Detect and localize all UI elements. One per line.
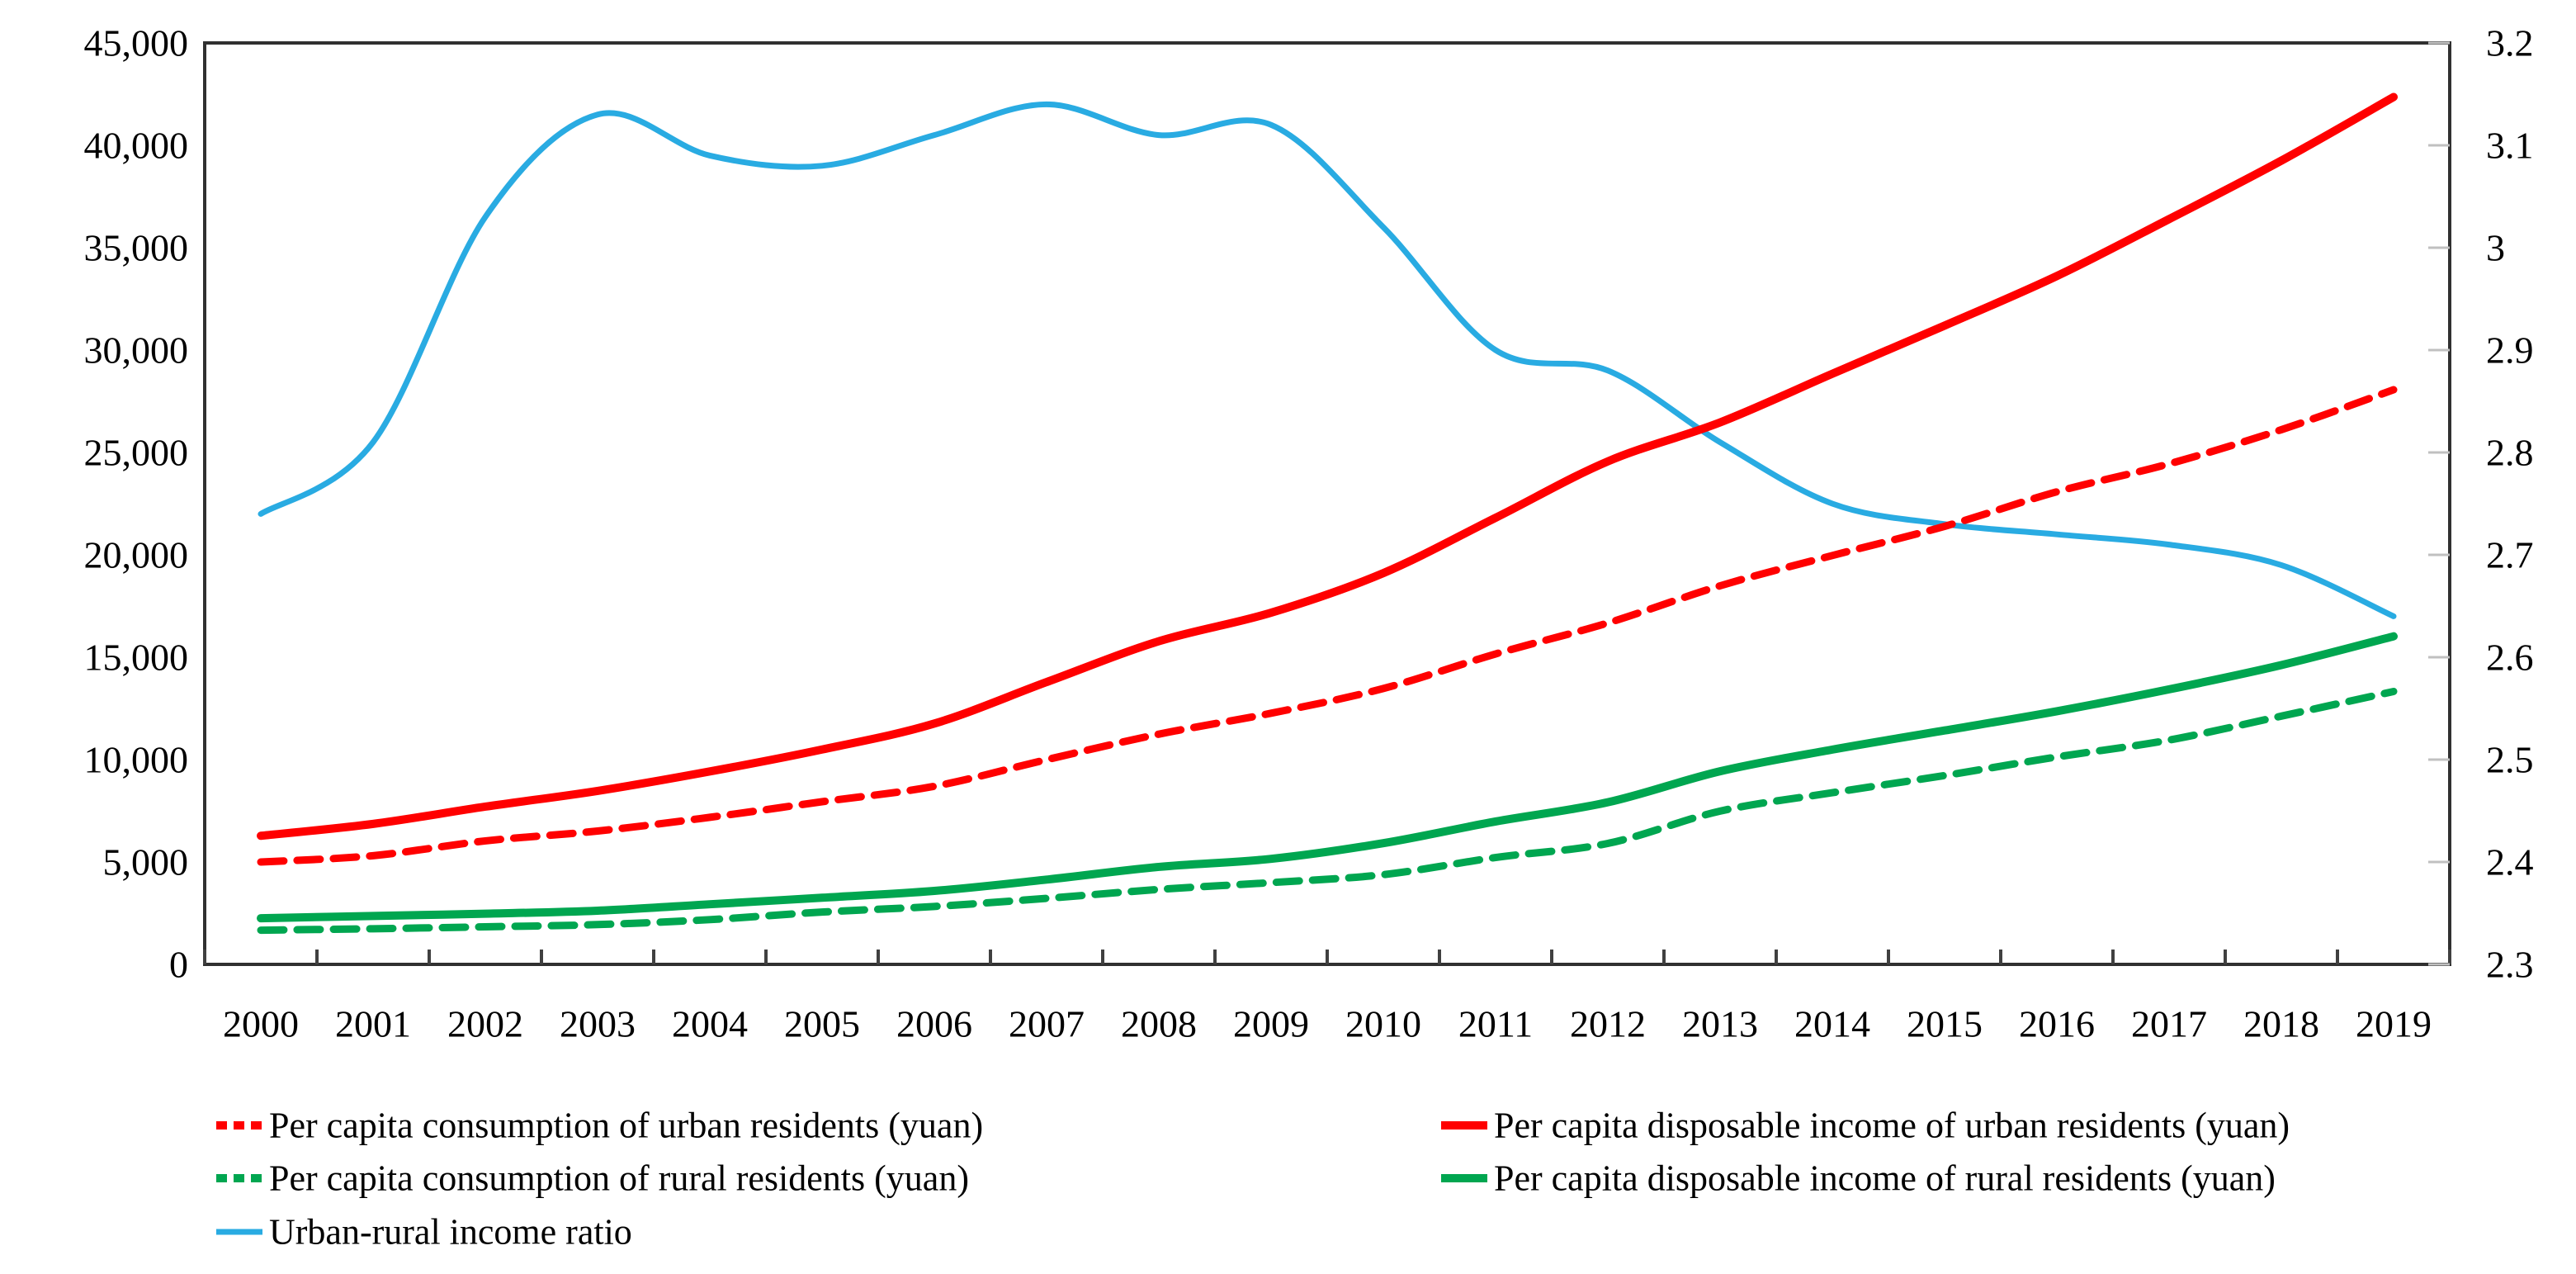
x-axis-year-label: 2012 bbox=[1570, 1003, 1646, 1045]
x-axis-year-label: 2006 bbox=[896, 1003, 972, 1045]
series-line-rural-income bbox=[257, 632, 2398, 923]
right-axis-tick-label: 2.6 bbox=[2486, 637, 2534, 679]
right-axis-tick-label: 3 bbox=[2486, 227, 2505, 269]
x-axis-year-label: 2016 bbox=[2019, 1003, 2095, 1045]
x-axis-year-label: 2001 bbox=[335, 1003, 411, 1045]
left-axis-tick-label: 10,000 bbox=[84, 739, 189, 781]
x-axis-year-label: 2017 bbox=[2131, 1003, 2207, 1045]
legend-label-urban-income: Per capita disposable income of urban re… bbox=[1494, 1106, 2290, 1146]
x-axis-year-label: 2002 bbox=[447, 1003, 523, 1045]
x-axis-year-label: 2007 bbox=[1009, 1003, 1085, 1045]
x-axis-year-label: 2010 bbox=[1345, 1003, 1421, 1045]
x-axis-year-label: 2019 bbox=[2356, 1003, 2432, 1045]
right-axis-tick-label: 2.8 bbox=[2486, 432, 2534, 474]
left-axis-tick-label: 30,000 bbox=[84, 329, 189, 372]
legend-label-rural-consumption: Per capita consumption of rural resident… bbox=[269, 1158, 969, 1199]
right-axis-tick-label: 3.2 bbox=[2486, 22, 2534, 64]
x-axis-year-label: 2014 bbox=[1794, 1003, 1870, 1045]
x-axis-year-label: 2015 bbox=[1907, 1003, 1983, 1045]
left-axis-tick-label: 35,000 bbox=[84, 227, 189, 269]
left-axis-tick-label: 5,000 bbox=[103, 841, 189, 883]
right-axis-tick-label: 2.3 bbox=[2486, 944, 2534, 986]
right-axis-tick-label: 2.7 bbox=[2486, 534, 2534, 576]
series-line-urban-consumption bbox=[257, 386, 2398, 866]
legend-label-rural-income: Per capita disposable income of rural re… bbox=[1494, 1158, 2276, 1199]
right-axis-tick-label: 2.4 bbox=[2486, 841, 2534, 883]
x-axis-year-label: 2004 bbox=[672, 1003, 748, 1045]
x-axis-year-label: 2013 bbox=[1682, 1003, 1758, 1045]
left-axis-tick-label: 40,000 bbox=[84, 125, 189, 167]
right-axis-tick-label: 3.1 bbox=[2486, 125, 2534, 167]
x-axis-year-label: 2011 bbox=[1458, 1003, 1533, 1045]
series-line-rural-consumption bbox=[257, 687, 2398, 935]
left-axis-tick-label: 15,000 bbox=[84, 637, 189, 679]
x-axis-year-label: 2003 bbox=[560, 1003, 636, 1045]
x-axis-year-label: 2009 bbox=[1233, 1003, 1309, 1045]
x-axis-year-label: 2008 bbox=[1121, 1003, 1197, 1045]
x-axis-year-label: 2000 bbox=[223, 1003, 299, 1045]
series-line-urban-income bbox=[257, 92, 2398, 841]
left-axis-tick-label: 45,000 bbox=[84, 22, 189, 64]
left-axis-tick-label: 20,000 bbox=[84, 534, 189, 576]
x-axis-year-label: 2018 bbox=[2243, 1003, 2319, 1045]
left-axis-tick-label: 0 bbox=[169, 944, 188, 986]
plot-border bbox=[203, 41, 2451, 966]
right-axis-tick-label: 2.5 bbox=[2486, 739, 2534, 781]
left-axis-tick-label: 25,000 bbox=[84, 432, 189, 474]
x-axis-year-label: 2005 bbox=[784, 1003, 860, 1045]
legend-label-income-ratio: Urban-rural income ratio bbox=[269, 1212, 632, 1253]
right-axis-tick-label: 2.9 bbox=[2486, 329, 2534, 372]
series-line-income-ratio bbox=[258, 101, 2397, 619]
legend-label-urban-consumption: Per capita consumption of urban resident… bbox=[269, 1106, 983, 1146]
